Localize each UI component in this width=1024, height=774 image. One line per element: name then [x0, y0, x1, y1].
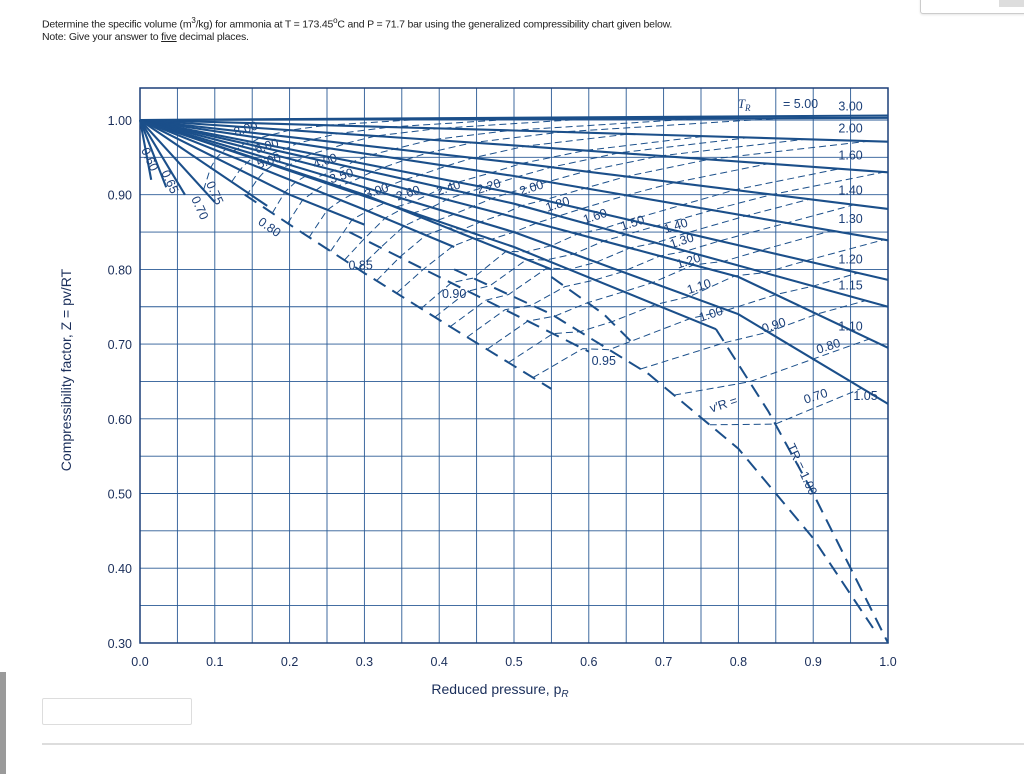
vr-line: [271, 117, 705, 214]
isotherm-dashed-label: 0.80: [255, 215, 283, 240]
x-tick-label: 1.0: [879, 655, 896, 669]
y-tick-label: 0.60: [108, 413, 132, 427]
x-tick-label: 0.4: [431, 655, 448, 669]
isotherm-label: 2.00: [838, 122, 862, 136]
y-tick-label: 0.50: [108, 488, 132, 502]
isotherm-dashed-line: [244, 193, 552, 390]
isotherm-line: [139, 116, 889, 122]
x-tick-label: 0.8: [730, 655, 747, 669]
question-part: C and P = 71.7 bar using the generalized…: [337, 18, 673, 31]
note-emphasis: five: [161, 31, 177, 43]
isotherm-label: 1.20: [838, 252, 862, 266]
isotherm-line: [139, 119, 365, 226]
vr-line: [420, 168, 840, 309]
isotherm-line: [139, 119, 455, 248]
x-tick-label: 0.9: [805, 655, 822, 669]
answer-input[interactable]: [42, 698, 192, 725]
isotherm-line: [139, 118, 889, 174]
vr-line: [508, 239, 885, 363]
left-scroll-bar[interactable]: [0, 672, 6, 774]
divider: [42, 743, 1024, 745]
y-tick-label: 0.30: [108, 637, 132, 651]
tr-curve-label: TR = 1.00: [784, 441, 820, 497]
vr-line: [434, 171, 885, 318]
tr-header-sub: R: [744, 103, 751, 113]
y-tick-label: 0.70: [108, 338, 132, 352]
isotherm-line: [139, 119, 186, 196]
isotherm-line: [139, 118, 889, 210]
isotherm-line: [139, 118, 889, 281]
isotherm-dashed-line: [550, 276, 635, 345]
isotherm-line: [139, 118, 889, 349]
vr-label: 0.70: [802, 386, 830, 407]
question-text: Determine the specific volume (m3/kg) fo…: [42, 16, 672, 31]
isotherm-dashed-label: 0.90: [442, 287, 466, 301]
isotherm-line: [139, 118, 889, 405]
isotherm-dashed-label: 0.85: [348, 258, 372, 272]
vr-line: [287, 117, 784, 224]
vr-label: 0.90: [760, 315, 788, 336]
isotherm-label: 1.15: [838, 279, 862, 293]
isotherm-line: [138, 119, 153, 180]
isotherm-label: 0.70: [188, 194, 211, 222]
note-part: decimal places.: [176, 31, 249, 43]
header-button[interactable]: [999, 0, 1024, 7]
isotherm-label: 1.10: [838, 320, 862, 334]
isotherm-line: [139, 118, 889, 308]
isotherm-dashed-label: 0.95: [592, 354, 616, 368]
isotherm-line: [139, 119, 552, 271]
plot-frame: [139, 87, 889, 644]
x-tick-label: 0.7: [655, 655, 672, 669]
vr-line: [376, 140, 870, 282]
isotherm-dashed-line: [348, 231, 590, 353]
vr-line: [532, 272, 859, 379]
degree-mark: o: [333, 16, 338, 25]
isotherm-label: 3.00: [838, 99, 862, 113]
y-tick-label: 0.80: [108, 263, 132, 277]
superscript: 3: [191, 16, 196, 25]
x-tick-label: 0.5: [505, 655, 522, 669]
y-tick-label: 0.90: [108, 189, 132, 203]
isotherm-line: [139, 118, 889, 143]
question-note: Note: Give your answer to five decimal p…: [42, 31, 249, 43]
isotherm-label: 1.60: [838, 149, 862, 163]
isotherm-label: 1.05: [853, 389, 877, 403]
vr-line: [486, 230, 833, 350]
x-tick-label: 0.6: [580, 655, 597, 669]
isotherm-dashed-line: [453, 268, 874, 629]
vr-line: [674, 338, 870, 396]
vr-label: 1.10: [685, 276, 713, 297]
x-axis-label-sub: R: [561, 689, 568, 700]
vr-line: [640, 300, 866, 370]
isotherm-label: 1.30: [838, 212, 862, 226]
x-tick-label: 0.2: [281, 655, 298, 669]
tr-header: TR: [738, 97, 751, 113]
isotherm-line: [139, 119, 268, 207]
vr-line: [449, 198, 810, 328]
isotherm-line: [139, 118, 889, 242]
tr-header-value: = 5.00: [783, 97, 818, 111]
vr-prefix-label: v′R =: [708, 393, 739, 415]
isotherm-line: [139, 119, 216, 203]
x-axis-label: Reduced pressure, pR: [431, 681, 568, 700]
vr-line: [396, 163, 769, 294]
note-part: Note: Give your answer to: [42, 31, 162, 43]
x-tick-label: 0.1: [206, 655, 223, 669]
isotherm-line: [139, 119, 168, 188]
y-axis-label: Compressibility factor, Z = pv/RT: [58, 268, 74, 471]
x-tick-label: 0.0: [131, 655, 148, 669]
question-part: Determine the specific volume (m: [42, 18, 192, 31]
isotherm-label: 1.40: [838, 184, 862, 198]
points-header-box: [920, 0, 1024, 14]
question-part: /kg) for ammonia at T = 173.45: [195, 18, 334, 31]
vr-label: 0.80: [815, 336, 843, 357]
isotherm-label: 0.65: [158, 168, 181, 196]
vr-line: [203, 116, 612, 190]
y-tick-label: 0.40: [108, 562, 132, 576]
y-tick-label: 1.00: [108, 114, 132, 128]
x-tick-label: 0.3: [356, 655, 373, 669]
